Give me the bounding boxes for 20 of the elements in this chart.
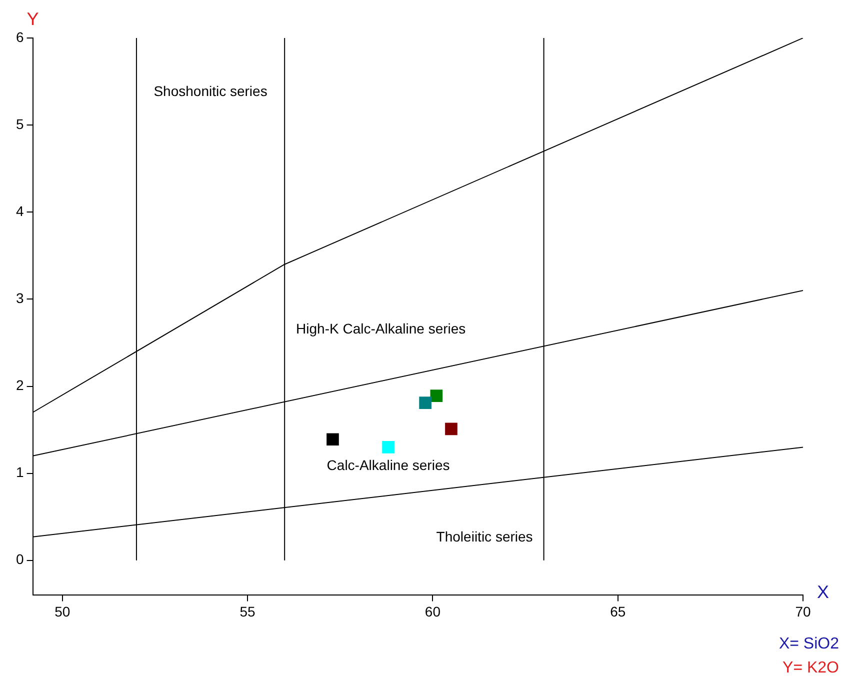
x-tick-label: 70 [795, 603, 811, 620]
y-tick-label: 5 [16, 116, 24, 132]
text: X= SiO2 [778, 635, 840, 652]
x-tick-label: 55 [240, 603, 256, 620]
annotation: High-K Calc-Alkaline series [296, 320, 466, 337]
annotation: Shoshonitic series [154, 82, 268, 99]
x-axis-title: X [816, 582, 830, 602]
x-tick-label: 65 [610, 603, 626, 620]
x-tick-label: 60 [424, 603, 441, 620]
text: Y= K2O [782, 659, 839, 676]
y-tick-label: 0 [16, 551, 24, 568]
annotation: Tholeiitic series [436, 528, 533, 545]
annotation: Calc-Alkaline series [326, 457, 450, 474]
y-tick-label: 2 [16, 377, 24, 394]
y-axis-title: Y [26, 8, 39, 29]
y-tick-label: 4 [16, 202, 24, 219]
y-tick-label: 3 [16, 290, 24, 306]
x-tick-label: 50 [54, 603, 70, 620]
y-tick-label: 1 [16, 464, 24, 480]
y-tick-label: 6 [16, 28, 24, 45]
